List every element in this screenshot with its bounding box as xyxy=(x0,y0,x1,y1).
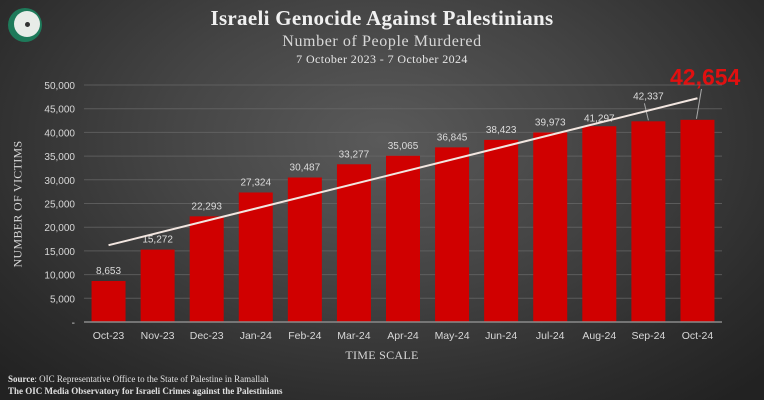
y-tick-label: 5,000 xyxy=(50,294,75,305)
chart-title: Israeli Genocide Against Palestinians xyxy=(210,6,554,30)
x-tick-label: Sep-24 xyxy=(631,330,665,342)
y-tick-label: 45,000 xyxy=(44,105,75,116)
bar-nov-23 xyxy=(140,249,175,322)
bar-dec-23 xyxy=(189,216,224,322)
x-tick-label: Nov-23 xyxy=(141,330,175,342)
y-tick-label: 50,000 xyxy=(44,81,75,92)
data-label: 30,487 xyxy=(290,162,321,173)
bar-sep-24 xyxy=(631,121,666,322)
source-footer: Source: OIC Representative Office to the… xyxy=(8,373,283,397)
x-tick-label: Feb-24 xyxy=(288,330,321,342)
y-tick-label: 40,000 xyxy=(44,128,75,139)
x-tick-label: Jun-24 xyxy=(485,330,517,342)
bar-oct-24 xyxy=(680,119,715,322)
data-label: 35,065 xyxy=(388,141,419,152)
data-label: 27,324 xyxy=(240,177,271,188)
x-axis-label: TIME SCALE xyxy=(345,348,419,362)
bar-jul-24 xyxy=(533,132,568,322)
source-text: : OIC Representative Office to the State… xyxy=(34,374,269,384)
y-axis-label: NUMBER OF VICTIMS xyxy=(10,140,25,268)
bar-feb-24 xyxy=(287,177,322,322)
data-label: 42,337 xyxy=(633,91,664,102)
callout-leader-line xyxy=(695,88,702,119)
data-label: 39,973 xyxy=(535,118,566,129)
x-tick-label: Oct-24 xyxy=(682,330,714,342)
trend-line xyxy=(108,97,698,247)
y-tick-label: 15,000 xyxy=(44,247,75,258)
data-label: 33,277 xyxy=(339,149,370,160)
bar-jun-24 xyxy=(484,139,519,322)
bar-apr-24 xyxy=(386,155,420,322)
data-label: 38,423 xyxy=(486,125,517,136)
data-label: 22,293 xyxy=(191,201,222,212)
bar-oct-23 xyxy=(91,280,126,322)
chart-subtitle: Number of People Murdered xyxy=(282,33,482,50)
x-tick-label: Aug-24 xyxy=(582,330,616,342)
source-label: Source xyxy=(8,374,35,384)
bar-may-24 xyxy=(435,147,470,322)
bar-mar-24 xyxy=(336,164,371,322)
x-tick-label: Jul-24 xyxy=(536,330,565,342)
y-tick-label: 25,000 xyxy=(44,200,75,211)
x-tick-label: May-24 xyxy=(435,330,470,342)
bar-jan-24 xyxy=(238,192,273,322)
y-tick-label: 30,000 xyxy=(44,176,75,187)
y-tick-label: 10,000 xyxy=(44,271,75,282)
x-tick-label: Mar-24 xyxy=(337,330,370,342)
y-tick-label: 35,000 xyxy=(44,152,75,163)
y-tick-label: 20,000 xyxy=(44,223,75,234)
oic-logo-icon xyxy=(8,8,42,42)
bar-aug-24 xyxy=(582,126,617,322)
data-label: 8,653 xyxy=(96,266,121,277)
data-label: 15,272 xyxy=(142,235,173,246)
date-range: 7 October 2023 - 7 October 2024 xyxy=(296,52,468,66)
data-label: 41,297 xyxy=(584,113,615,124)
x-tick-label: Jan-24 xyxy=(240,330,272,342)
x-tick-label: Dec-23 xyxy=(190,330,224,342)
x-tick-label: Apr-24 xyxy=(387,330,419,342)
x-tick-label: Oct-23 xyxy=(93,330,125,342)
y-tick-label: - xyxy=(72,318,75,329)
data-label: 36,845 xyxy=(437,132,468,143)
latest-value-callout: 42,654 xyxy=(670,64,741,90)
observatory-credit: The OIC Media Observatory for Israeli Cr… xyxy=(8,386,283,396)
